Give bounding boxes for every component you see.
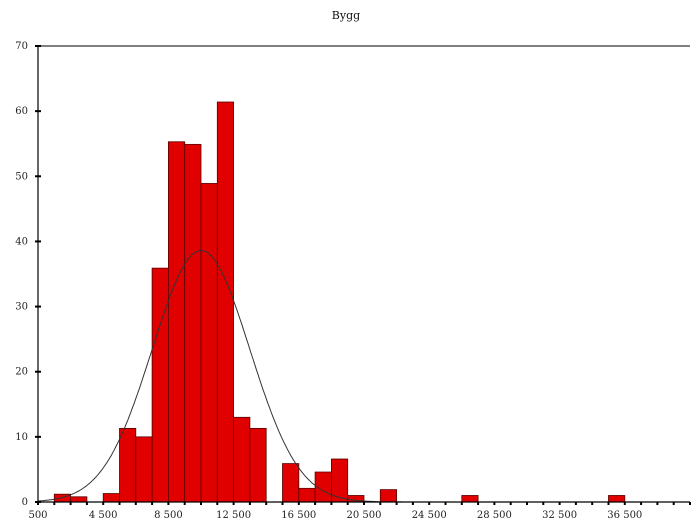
y-axis-ticks: 0 10 20 30 40 50 60 70 — [15, 41, 41, 508]
x-tick-label: 16 500 — [281, 510, 316, 521]
x-tick-label: 500 — [28, 510, 47, 521]
histogram-bar — [167, 141, 186, 503]
histogram-bar — [119, 427, 137, 503]
histogram-bar — [249, 427, 267, 503]
x-tick-label: 8 500 — [154, 510, 183, 521]
x-axis-ticks: 500 4 500 8 500 12 500 16 500 20 500 24 500 28 … — [28, 502, 691, 521]
histogram-bar — [102, 493, 120, 503]
y-tick-label: 40 — [15, 236, 28, 247]
y-tick-label: 60 — [15, 106, 28, 117]
histogram-bar — [200, 183, 218, 503]
histogram-bar — [379, 489, 397, 503]
y-tick-label: 30 — [15, 302, 28, 313]
chart-title: Bygg — [331, 9, 361, 22]
y-tick-label: 20 — [15, 367, 28, 378]
y-tick-label: 10 — [15, 432, 28, 443]
histogram-bar — [282, 463, 300, 503]
histogram-bar — [151, 267, 169, 503]
histogram-bar — [298, 487, 316, 503]
histogram-bar — [233, 416, 251, 503]
histogram-bar — [184, 143, 202, 503]
y-tick-label: 70 — [15, 41, 28, 52]
x-tick-label: 4 500 — [89, 510, 118, 521]
histogram-bar — [70, 496, 88, 503]
histogram-bar — [461, 495, 479, 503]
x-tick-label: 32 500 — [542, 510, 577, 521]
histogram-bar — [608, 495, 626, 503]
x-tick-label: 24 500 — [412, 510, 447, 521]
x-tick-label: 36 500 — [607, 510, 642, 521]
x-tick-label: 28 500 — [477, 510, 512, 521]
histogram-bars — [53, 101, 626, 503]
histogram-bar — [216, 101, 235, 503]
histogram-bar — [135, 436, 153, 503]
x-tick-label: 20 500 — [347, 510, 382, 521]
y-tick-label: 50 — [15, 171, 28, 182]
x-tick-label: 12 500 — [216, 510, 251, 521]
y-tick-label: 0 — [22, 497, 28, 508]
